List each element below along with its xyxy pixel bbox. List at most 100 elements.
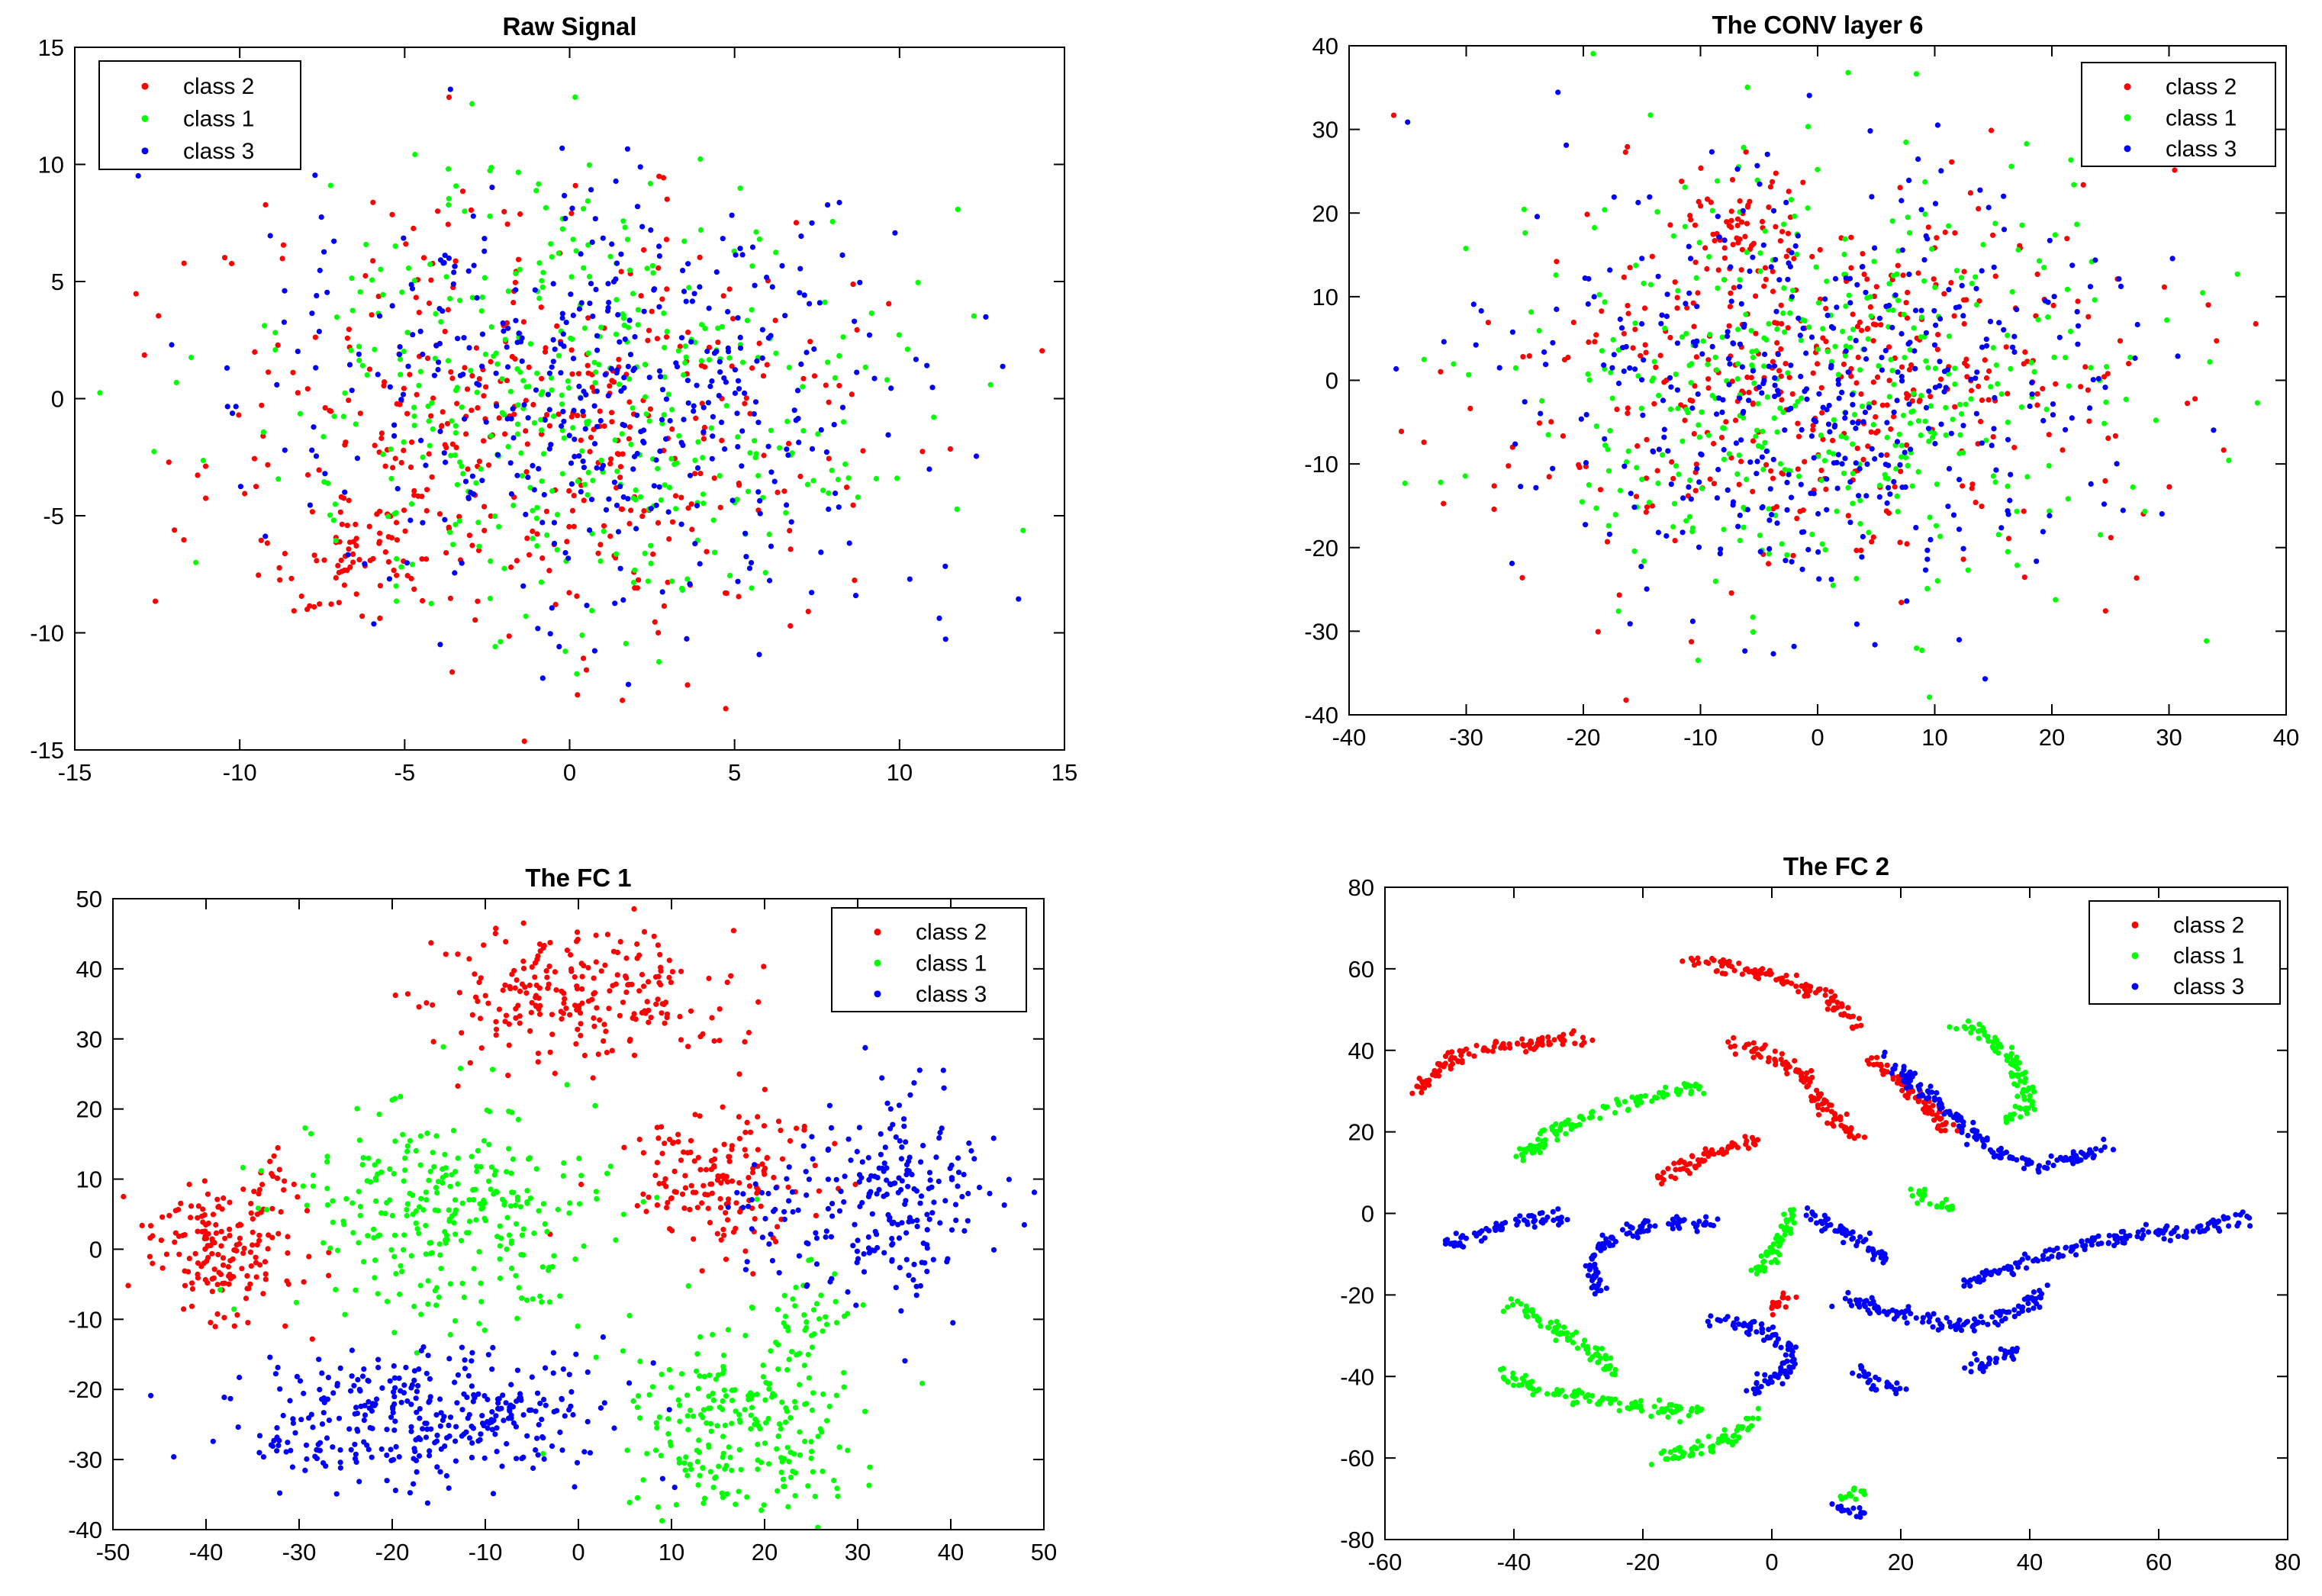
data-point	[1754, 459, 1760, 465]
data-point	[523, 468, 530, 475]
data-point	[536, 1208, 542, 1214]
data-point	[800, 375, 807, 381]
data-point	[519, 1295, 525, 1302]
data-point	[1841, 470, 1847, 477]
data-point	[2034, 391, 2040, 397]
data-point	[690, 1189, 697, 1195]
data-point	[1711, 440, 1717, 447]
data-point	[1735, 523, 1741, 529]
data-point	[1641, 558, 1647, 565]
data-point	[573, 1041, 579, 1047]
data-point	[1680, 529, 1686, 536]
data-point	[828, 1234, 834, 1240]
data-point	[419, 556, 425, 562]
data-point	[408, 1424, 414, 1430]
data-point	[475, 598, 481, 604]
data-point	[1644, 504, 1650, 510]
data-point	[748, 560, 755, 566]
data-point	[460, 471, 466, 477]
data-point	[782, 313, 788, 319]
data-point	[787, 1474, 794, 1481]
data-point	[704, 348, 710, 355]
data-point	[487, 213, 493, 219]
data-point	[546, 446, 552, 452]
data-point	[515, 402, 521, 408]
data-point	[1741, 144, 1747, 150]
data-point	[1522, 399, 1528, 405]
data-point	[401, 349, 407, 355]
data-point	[489, 1366, 495, 1372]
data-point	[1942, 229, 1948, 236]
data-point	[679, 1191, 686, 1197]
data-point	[417, 1162, 423, 1168]
data-point	[1786, 188, 1792, 195]
data-point	[1647, 282, 1654, 288]
data-point	[706, 975, 712, 982]
data-point	[1576, 465, 1583, 471]
data-point	[765, 1190, 771, 1197]
data-point	[2075, 323, 2082, 329]
data-point	[1718, 546, 1724, 552]
data-point	[677, 1013, 683, 1020]
data-point	[736, 1488, 742, 1495]
data-point	[667, 1439, 673, 1445]
data-point	[1815, 1096, 1821, 1102]
data-point	[428, 940, 434, 946]
data-point	[1855, 420, 1861, 426]
data-point	[775, 1366, 781, 1372]
data-point	[532, 960, 539, 966]
data-point	[664, 286, 670, 292]
data-point	[719, 437, 725, 444]
data-point	[1782, 427, 1788, 433]
data-point	[159, 1214, 166, 1220]
data-point	[735, 444, 741, 450]
data-point	[517, 1020, 523, 1026]
data-point	[965, 1218, 971, 1224]
data-point	[539, 427, 545, 433]
data-point	[866, 332, 873, 338]
data-point	[778, 1426, 784, 1432]
data-point	[533, 188, 539, 194]
data-point	[525, 415, 531, 421]
data-point	[569, 507, 576, 514]
data-point	[781, 1483, 787, 1489]
data-point	[2075, 298, 2081, 304]
data-point	[1551, 1037, 1557, 1043]
data-point	[391, 422, 398, 428]
data-point	[504, 320, 510, 326]
data-point	[1863, 356, 1870, 362]
data-point	[1831, 460, 1837, 466]
x-tick-label: -40	[1332, 724, 1367, 751]
data-point	[2120, 507, 2126, 513]
data-point	[643, 1208, 649, 1215]
data-point	[1849, 391, 1856, 397]
data-point	[256, 572, 262, 578]
y-tick-label: -10	[68, 1306, 102, 1333]
data-point	[2095, 375, 2101, 381]
data-point	[768, 469, 775, 475]
data-point	[1886, 281, 1892, 287]
data-point	[1727, 304, 1733, 310]
data-point	[490, 1491, 497, 1497]
data-point	[656, 253, 663, 259]
data-point	[587, 301, 593, 307]
data-point	[326, 1250, 332, 1256]
data-point	[1792, 243, 1799, 249]
data-point	[2092, 297, 2098, 303]
data-point	[589, 385, 595, 391]
data-point	[449, 418, 455, 424]
data-point	[1741, 524, 1747, 530]
data-point	[1676, 1160, 1683, 1166]
data-point	[889, 1242, 895, 1248]
data-point	[433, 1285, 440, 1291]
data-point	[198, 1213, 205, 1219]
data-point	[1493, 1040, 1499, 1046]
data-point	[401, 1382, 407, 1388]
data-point	[1770, 651, 1776, 657]
data-point	[719, 323, 726, 330]
data-point	[1750, 1054, 1757, 1060]
data-point	[816, 300, 823, 306]
data-point	[617, 475, 623, 481]
data-point	[330, 1390, 337, 1396]
data-point	[423, 1197, 430, 1203]
